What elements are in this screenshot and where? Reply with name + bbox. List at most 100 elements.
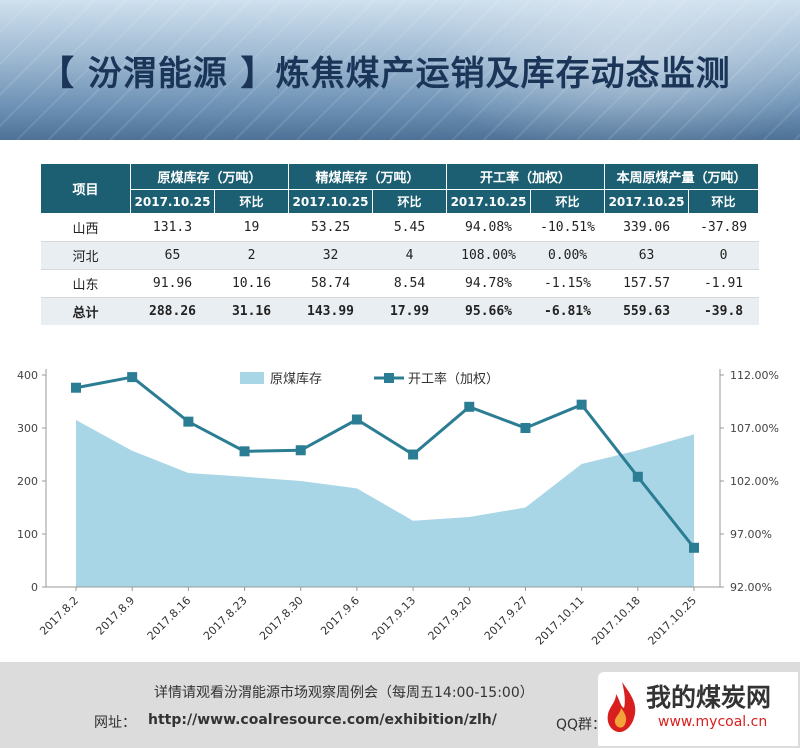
date-header: 2017.10.25 bbox=[446, 189, 532, 214]
y-left-tick-label: 0 bbox=[31, 581, 38, 594]
x-tick-label: 2017.9.20 bbox=[426, 594, 475, 643]
area-series-inventory bbox=[76, 420, 694, 587]
group-header: 原煤库存（万吨） bbox=[129, 163, 290, 190]
footer-url[interactable]: http://www.coalresource.com/exhibition/z… bbox=[148, 712, 497, 728]
date-header: 2017.10.25 bbox=[288, 189, 374, 214]
table-cell: -10.51% bbox=[530, 213, 605, 242]
chart: 0 100 200 300 400 92.00% 97.00% 102.00% 107.00% 1… bbox=[17, 369, 779, 648]
table-cell: 4 bbox=[372, 241, 447, 270]
line-point bbox=[632, 471, 643, 482]
date-header: 2017.10.25 bbox=[130, 189, 215, 214]
data-table: 项目 原煤库存（万吨） 精煤库存（万吨） 开工率（加权） 本周原煤产量（万吨） … bbox=[40, 163, 760, 325]
line-point bbox=[127, 372, 138, 383]
table-row: 河北 65 2 32 4 108.00% 0.00% 63 0 bbox=[40, 241, 759, 270]
table-cell: 339.06 bbox=[604, 213, 689, 242]
line-point bbox=[408, 449, 419, 460]
line-point bbox=[576, 399, 587, 410]
table-cell: 95.66% bbox=[446, 297, 531, 325]
table-cell: 8.54 bbox=[372, 269, 447, 298]
line-point bbox=[239, 446, 250, 457]
change-header: 环比 bbox=[688, 189, 760, 214]
item-header: 项目 bbox=[40, 163, 131, 214]
y-right-tick-label: 92.00% bbox=[730, 581, 772, 594]
x-tick-label: 2017.9.27 bbox=[482, 594, 531, 643]
line-point bbox=[464, 401, 475, 412]
x-tick-label: 2017.8.9 bbox=[93, 594, 137, 638]
change-header: 环比 bbox=[372, 189, 448, 214]
line-point bbox=[183, 416, 194, 427]
table-cell: 2 bbox=[214, 241, 289, 270]
province-cell: 山东 bbox=[40, 269, 131, 298]
table-cell: 288.26 bbox=[130, 297, 215, 325]
table-cell: 157.57 bbox=[604, 269, 689, 298]
table-row: 山西 131.3 19 53.25 5.45 94.08% -10.51% 33… bbox=[40, 213, 759, 242]
group-header: 本周原煤产量（万吨） bbox=[604, 163, 760, 190]
logo-text: 我的煤炭网 bbox=[646, 683, 772, 712]
legend-swatch-inventory bbox=[240, 372, 264, 384]
legend-label-inventory: 原煤库存 bbox=[270, 371, 322, 387]
header-banner: 【 汾渭能源 】炼焦煤产运销及库存动态监测 bbox=[0, 0, 800, 140]
change-header: 环比 bbox=[213, 189, 290, 214]
table-cell: 32 bbox=[288, 241, 373, 270]
table-cell: 559.63 bbox=[604, 297, 689, 325]
line-point bbox=[520, 423, 531, 433]
y-left-tick-label: 300 bbox=[17, 422, 38, 435]
table-cell: -39.8 bbox=[688, 297, 759, 325]
y-left-tick-label: 100 bbox=[17, 528, 38, 541]
total-label: 总计 bbox=[40, 297, 131, 325]
x-tick-label: 2017.10.25 bbox=[645, 594, 699, 648]
table-cell: 58.74 bbox=[288, 269, 373, 298]
change-header: 环比 bbox=[530, 189, 606, 214]
table-cell: 0 bbox=[688, 241, 759, 270]
table-cell: 5.45 bbox=[372, 213, 447, 242]
table-cell: 31.16 bbox=[214, 297, 289, 325]
legend-marker-utilization bbox=[384, 373, 394, 383]
table-cell: -1.15% bbox=[530, 269, 605, 298]
total-row: 总计 288.26 31.16 143.99 17.99 95.66% -6.8… bbox=[40, 297, 759, 325]
date-header: 2017.10.25 bbox=[604, 189, 690, 214]
footer-note: 详情请观看汾渭能源市场观察周例会（每周五14:00-15:00） bbox=[154, 685, 534, 701]
line-series-utilization bbox=[75, 375, 696, 549]
y-right-tick-label: 97.00% bbox=[730, 528, 772, 541]
y-right-tick-label: 102.00% bbox=[730, 475, 779, 488]
table-cell: 131.3 bbox=[130, 213, 215, 242]
footer-qq: QQ群： bbox=[556, 717, 607, 733]
x-tick-label: 2017.10.18 bbox=[589, 594, 643, 648]
x-tick-label: 2017.9.6 bbox=[318, 594, 362, 638]
y-left-tick-label: 200 bbox=[17, 475, 38, 488]
y-right-tick-label: 107.00% bbox=[730, 422, 779, 435]
page-title: 【 汾渭能源 】炼焦煤产运销及库存动态监测 bbox=[40, 54, 731, 94]
table-cell: 63 bbox=[604, 241, 689, 270]
line-point bbox=[295, 445, 306, 456]
province-cell: 河北 bbox=[40, 241, 131, 270]
x-tick-label: 2017.8.23 bbox=[201, 594, 250, 643]
x-tick-label: 2017.10.11 bbox=[533, 594, 587, 648]
line-point bbox=[351, 414, 362, 425]
table-cell: 10.16 bbox=[214, 269, 289, 298]
site-logo[interactable]: 我的煤炭网 www.mycoal.cn bbox=[598, 672, 798, 746]
table-cell: 94.78% bbox=[446, 269, 531, 298]
table-cell: 94.08% bbox=[446, 213, 531, 242]
legend-label-utilization: 开工率（加权） bbox=[408, 371, 499, 387]
line-point bbox=[71, 382, 81, 393]
x-tick-label: 2017.8.2 bbox=[37, 594, 81, 638]
x-tick-label: 2017.8.16 bbox=[145, 594, 194, 643]
table-cell: 91.96 bbox=[130, 269, 215, 298]
flame-icon bbox=[607, 682, 636, 732]
table-cell: 143.99 bbox=[288, 297, 373, 325]
table-cell: 53.25 bbox=[288, 213, 373, 242]
footer-url-label: 网址： bbox=[94, 715, 136, 731]
group-header: 开工率（加权） bbox=[446, 163, 606, 190]
table-cell: -1.91 bbox=[688, 269, 759, 298]
table-cell: 17.99 bbox=[372, 297, 447, 325]
logo-url: www.mycoal.cn bbox=[658, 714, 768, 730]
x-tick-label: 2017.9.13 bbox=[369, 594, 418, 643]
table-cell: -37.89 bbox=[688, 213, 759, 242]
x-tick-label: 2017.8.30 bbox=[257, 594, 306, 643]
table-cell: 65 bbox=[130, 241, 215, 270]
table-cell: 108.00% bbox=[446, 241, 531, 270]
table-cell: -6.81% bbox=[530, 297, 605, 325]
y-right-tick-label: 112.00% bbox=[730, 369, 779, 382]
group-header: 精煤库存（万吨） bbox=[288, 163, 448, 190]
line-point bbox=[689, 542, 699, 553]
